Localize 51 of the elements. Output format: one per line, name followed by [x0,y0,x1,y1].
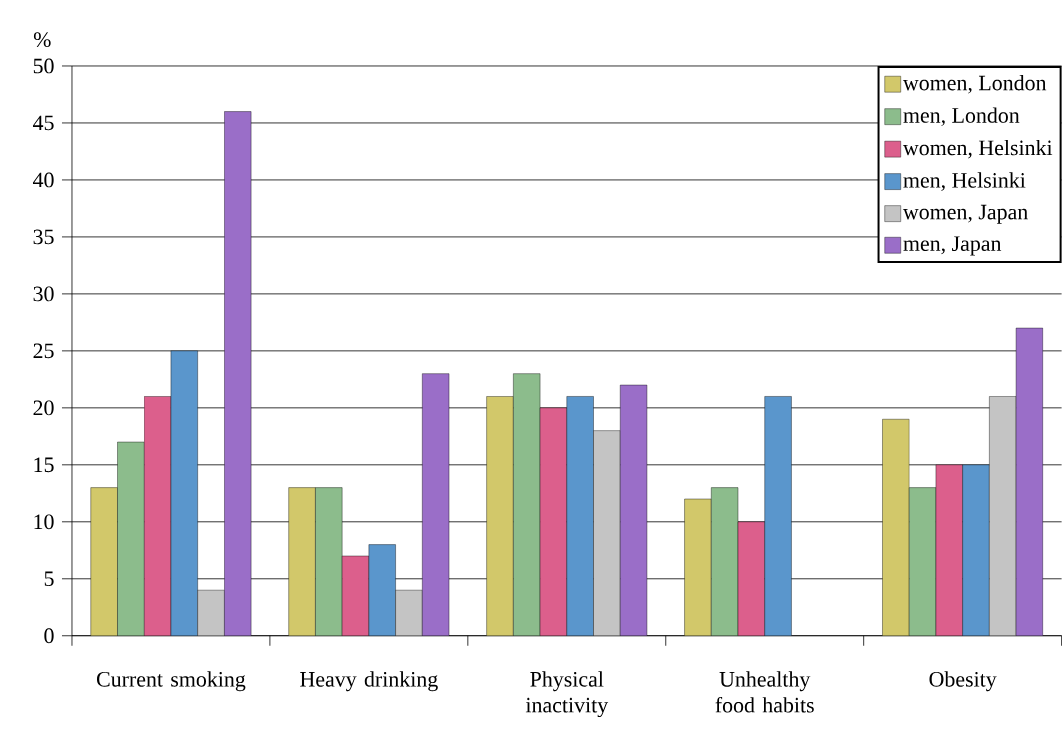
legend-label: men, Helsinki [903,172,1026,192]
bar [738,521,765,636]
bar [368,544,396,636]
bar [1015,328,1044,636]
bar [315,487,343,636]
y-tick-label: 25 [33,343,54,359]
legend-label: women, Japan [902,204,1028,224]
bar [144,396,171,636]
bar [935,464,963,636]
y-tick-label: 45 [32,115,54,131]
x-tick-label: Unhealthy food habits [715,671,814,713]
bar [170,351,198,636]
bar [540,407,567,636]
legend-label: men, London [903,107,1020,127]
bar [764,396,792,636]
bar [422,373,450,636]
legend-label: women, Helsinki [902,140,1053,159]
bar [288,487,316,636]
x-tick-label: Physical inactivity [525,671,609,718]
y-tick-label: 10 [34,514,54,530]
legend-label: women, London [902,75,1047,94]
y-tick-label: 0 [44,628,54,644]
bar [962,464,990,636]
bar [684,499,712,636]
bar [989,396,1017,636]
y-tick-label: 5 [44,571,54,587]
y-axis-title: % [33,32,51,48]
x-tick-label: Heavy drinking [300,671,438,692]
bar [513,373,541,636]
y-tick-label: 40 [32,172,54,188]
bar [342,556,369,636]
bar [90,487,118,636]
bar [711,487,738,636]
bar [224,111,252,636]
y-tick-label: 35 [33,229,54,245]
x-tick-label: Current smoking [96,671,246,692]
bar [395,590,423,636]
legend-label: men, Japan [903,236,1002,256]
bar [117,442,145,636]
y-tick-label: 15 [34,457,54,473]
bar [620,385,647,636]
bar [197,590,225,636]
y-tick-label: 20 [33,400,54,416]
bar [486,396,514,636]
bar [566,396,594,636]
x-tick-label: Obesity [929,671,997,692]
bar [882,419,910,636]
bar [909,487,937,636]
y-tick-label: 50 [33,58,54,74]
bar [593,430,621,636]
y-tick-label: 30 [33,286,54,302]
